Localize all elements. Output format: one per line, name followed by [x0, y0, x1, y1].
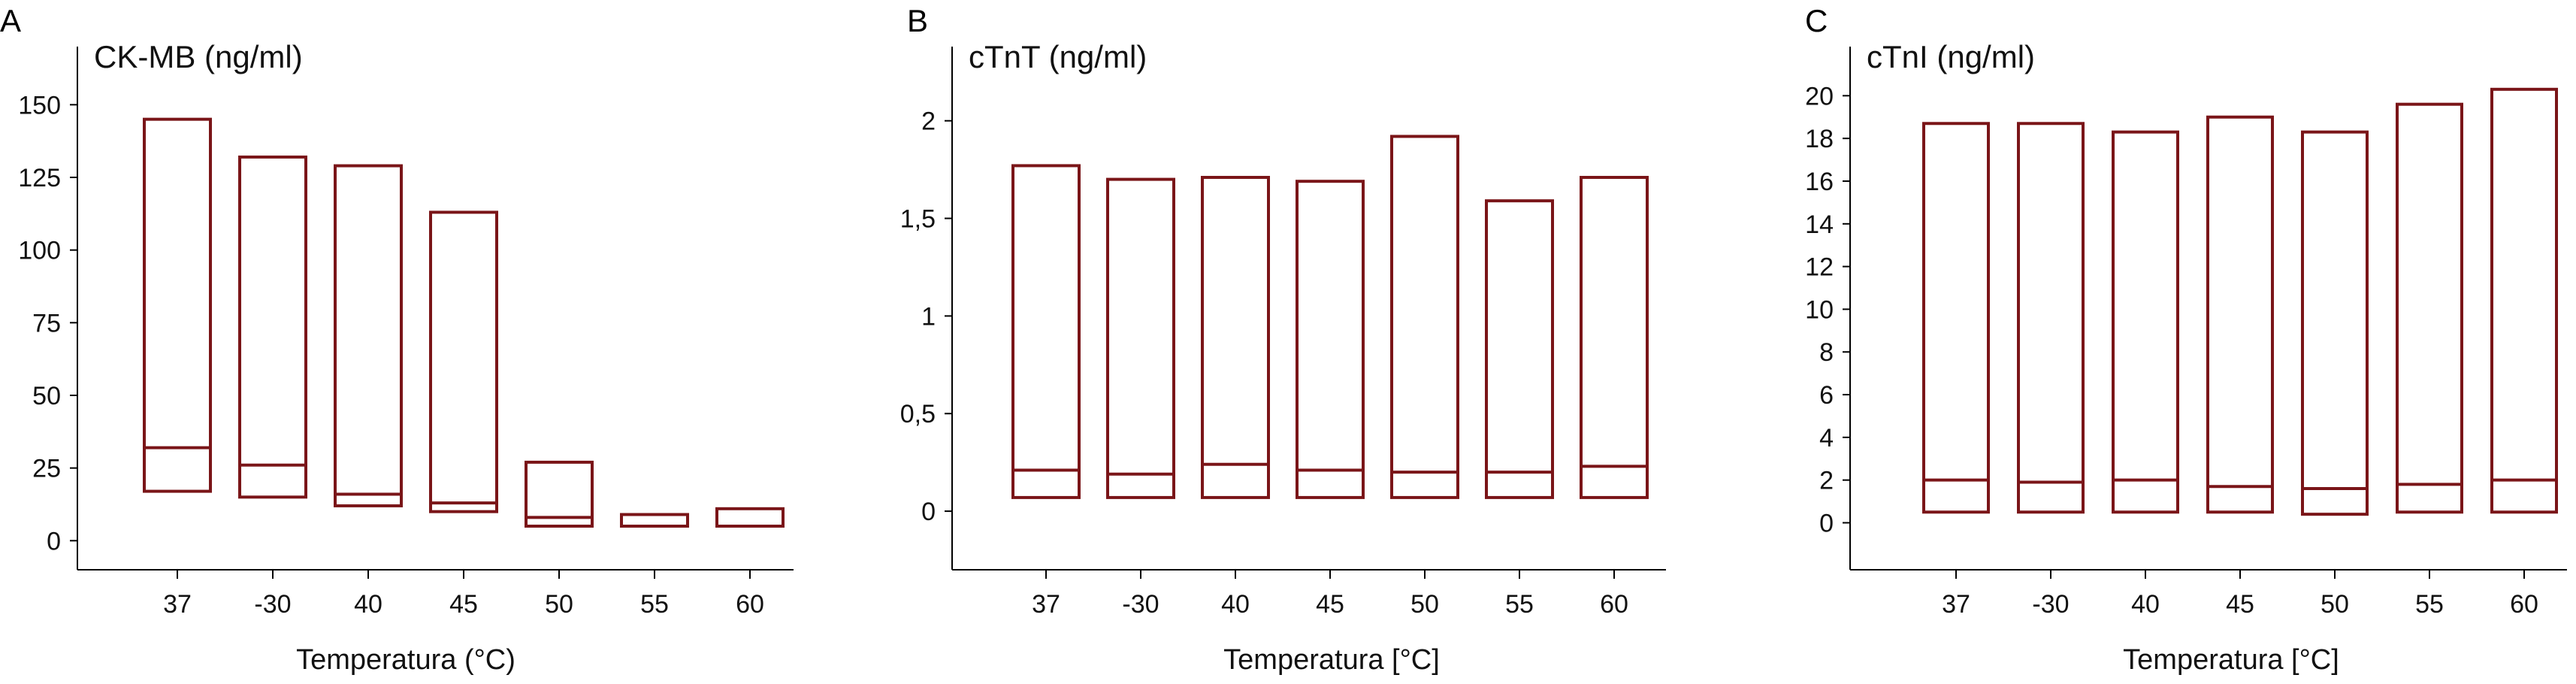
box-55 [620, 513, 689, 528]
box-60 [2490, 87, 2558, 514]
x-axis-title: Temperatura [°C] [1223, 644, 1440, 676]
y-tick-label: 2 [1819, 467, 1834, 495]
y-tick-label: 0 [921, 498, 936, 526]
x-tick-label: 40 [354, 590, 382, 619]
y-tick-label: 6 [1819, 381, 1834, 410]
x-tick-label: -30 [1122, 590, 1159, 619]
y-tick-label: 1,5 [900, 205, 936, 234]
box-37 [1011, 164, 1081, 499]
y-tick-label: 4 [1819, 424, 1834, 452]
y-tick-label: 2 [921, 107, 936, 136]
y-tick-label: 0 [1819, 510, 1834, 538]
y-tick-label: 50 [32, 382, 61, 410]
box-45 [1296, 180, 1365, 499]
y-tick-label: 12 [1805, 253, 1834, 282]
box-37 [1922, 122, 1990, 514]
x-tick-label: 55 [1505, 590, 1534, 619]
x-tick-label: 45 [2226, 590, 2254, 619]
chart-title: cTnI (ng/ml) [1867, 39, 2035, 74]
y-tick-label: 0,5 [900, 400, 936, 428]
y-tick-label: 14 [1805, 210, 1834, 239]
box-40 [334, 164, 403, 507]
y-tick-label: 1 [921, 302, 936, 331]
y-tick-label: 25 [32, 455, 61, 483]
panel-letter: B [907, 3, 928, 38]
x-tick-label: 45 [449, 590, 478, 619]
box-37 [143, 117, 212, 493]
y-tick-label: 125 [18, 164, 61, 192]
y-tick-label: 10 [1805, 295, 1834, 324]
x-tick-label: 37 [1942, 590, 1970, 619]
panel-letter: A [0, 3, 21, 38]
y-tick-label: 20 [1805, 82, 1834, 110]
box--30 [2017, 122, 2085, 514]
x-tick-label: 55 [2415, 590, 2444, 619]
chart-title: cTnT (ng/ml) [969, 39, 1147, 74]
box-60 [1580, 176, 1649, 499]
x-tick-label: 50 [2321, 590, 2349, 619]
y-tick-label: 150 [18, 91, 61, 120]
box-45 [429, 210, 498, 513]
x-tick-label: 40 [2131, 590, 2160, 619]
x-tick-label: 60 [736, 590, 764, 619]
panel-A: A CK-MB (ng/ml) 0 25 50 75 100 125 150 37 -30 40 45 5… [0, 3, 794, 676]
y-tick-label: 75 [32, 309, 61, 337]
box-50 [2301, 130, 2369, 516]
x-tick-label: 40 [1221, 590, 1250, 619]
box-40 [1201, 176, 1270, 499]
box-50 [525, 460, 594, 528]
x-tick-label: 50 [545, 590, 573, 619]
x-tick-label: -30 [2032, 590, 2069, 619]
box--30 [1106, 177, 1175, 499]
x-axis-title: Temperatura (°C) [296, 644, 516, 676]
x-tick-label: 50 [1410, 590, 1439, 619]
box-55 [2396, 102, 2463, 514]
panel-letter: C [1805, 3, 1828, 38]
y-tick-label: 18 [1805, 125, 1834, 153]
x-tick-label: 37 [1032, 590, 1060, 619]
x-tick-label: 55 [640, 590, 669, 619]
y-tick-label: 16 [1805, 168, 1834, 196]
x-tick-label: 60 [2510, 590, 2538, 619]
box-55 [1485, 199, 1554, 499]
x-tick-label: 37 [163, 590, 192, 619]
x-tick-label: 60 [1600, 590, 1628, 619]
box-45 [2206, 115, 2274, 514]
chart-title: CK-MB (ng/ml) [94, 39, 303, 74]
y-tick-label: 0 [47, 527, 61, 555]
y-tick-label: 100 [18, 237, 61, 265]
x-tick-label: -30 [254, 590, 291, 619]
y-tick-label: 8 [1819, 338, 1834, 367]
x-tick-label: 45 [1316, 590, 1344, 619]
box-40 [2112, 130, 2179, 514]
box-50 [1390, 135, 1459, 499]
box-60 [715, 507, 785, 528]
x-axis-title: Temperatura [°C] [2123, 644, 2339, 676]
box--30 [238, 155, 307, 499]
